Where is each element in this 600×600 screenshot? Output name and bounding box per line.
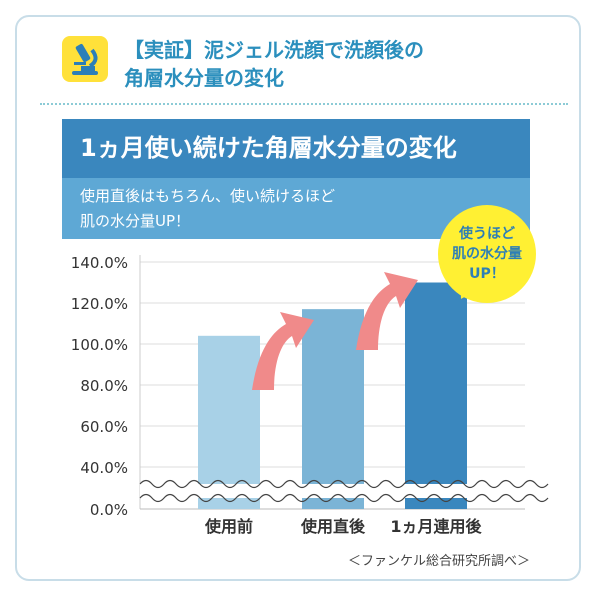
axis-break-band bbox=[140, 484, 525, 498]
bar-3 bbox=[405, 282, 467, 509]
title-line-2: 角層水分量の変化 bbox=[124, 66, 284, 90]
subtitle-line-1: 使用直後はもちろん、使い続けるほど bbox=[80, 187, 336, 205]
title-line-1: 【実証】泥ジェル洗顔で洗顔後の bbox=[124, 38, 424, 62]
x-category-label: 使用前 bbox=[204, 517, 253, 536]
y-tick-label: 80.0% bbox=[80, 377, 128, 395]
bubble-line-1: 使うほど bbox=[459, 226, 515, 242]
y-tick-label: 60.0% bbox=[80, 418, 128, 436]
bar-2 bbox=[302, 309, 364, 509]
y-tick-label: 120.0% bbox=[71, 295, 128, 313]
callout-bubble: 使うほど 肌の水分量 UP！ bbox=[438, 205, 536, 303]
microscope-icon bbox=[62, 36, 108, 82]
bubble-line-2: 肌の水分量 bbox=[452, 246, 522, 262]
y-tick-label: 100.0% bbox=[71, 336, 128, 354]
x-category-label: 使用直後 bbox=[300, 517, 366, 536]
dotted-divider bbox=[40, 103, 568, 105]
increase-arrow-2 bbox=[356, 272, 418, 350]
chart-title-band: 1ヵ月使い続けた角層水分量の変化 bbox=[62, 119, 530, 178]
axis-break-line-bottom bbox=[139, 493, 549, 503]
bar-1 bbox=[198, 335, 260, 509]
increase-arrow-1 bbox=[252, 312, 314, 390]
source-note: ＜ファンケル総合研究所調べ＞ bbox=[347, 554, 530, 569]
x-category-label: 1ヵ月連用後 bbox=[390, 517, 482, 536]
bubble-line-3: UP！ bbox=[469, 266, 505, 282]
y-tick-label: 140.0% bbox=[71, 254, 128, 272]
page-title: 【実証】泥ジェル洗顔で洗顔後の 角層水分量の変化 bbox=[124, 36, 424, 92]
y-tick-label: 40.0% bbox=[80, 459, 128, 477]
y-tick-label: 0.0% bbox=[90, 501, 128, 519]
axis-break-line-top bbox=[139, 479, 549, 489]
subtitle-line-2: 肌の水分量UP！ bbox=[80, 212, 191, 230]
